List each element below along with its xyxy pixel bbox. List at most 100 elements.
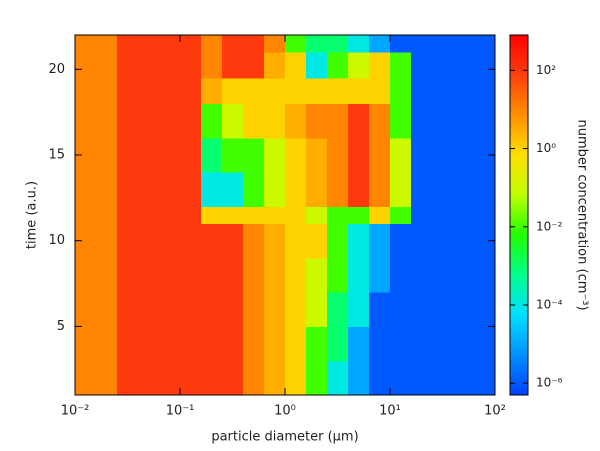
contour-cell: [410, 223, 433, 259]
contour-cell: [305, 360, 328, 396]
contour-cell: [137, 52, 160, 79]
contour-cell: [180, 360, 202, 396]
contour-cell: [264, 360, 286, 396]
contour-cell: [180, 103, 202, 139]
contour-cell: [137, 292, 160, 328]
contour-cell: [137, 326, 160, 362]
contour-cell: [221, 137, 244, 173]
contour-cell: [285, 77, 307, 105]
contour-cell: [305, 257, 328, 293]
contour-cell: [264, 206, 286, 225]
contour-cell: [285, 137, 307, 173]
contour-cell: [452, 77, 475, 105]
contour-cell: [347, 326, 370, 362]
contour-cell: [347, 223, 370, 259]
contour-cell: [180, 77, 202, 105]
contour-cell: [264, 326, 286, 362]
contour-cell: [369, 206, 391, 225]
contour-cell: [390, 223, 412, 259]
contour-cell: [369, 223, 391, 259]
contour-cell: [431, 206, 454, 225]
colorbar-label: number concentration (cm⁻³): [575, 119, 590, 310]
contour-cell: [116, 172, 139, 208]
contour-cell: [116, 206, 139, 225]
colorbar-tick-label: 10⁻⁶: [536, 376, 563, 390]
contour-cell: [410, 360, 433, 396]
contour-cell: [264, 35, 286, 53]
contour-cell: [180, 257, 202, 293]
contour-cell: [390, 257, 412, 293]
contour-cell: [75, 326, 97, 362]
contour-cell: [452, 292, 475, 328]
contour-cell: [369, 360, 391, 396]
contour-cell: [137, 103, 160, 139]
contour-cell: [369, 292, 391, 328]
contour-cell: [452, 223, 475, 259]
contour-cell: [137, 77, 160, 105]
contour-cell: [326, 35, 349, 53]
contour-cell: [347, 360, 370, 396]
contour-cell: [242, 35, 265, 53]
contour-cell: [431, 292, 454, 328]
contour-cell: [200, 223, 223, 259]
contour-cell: [452, 326, 475, 362]
contour-cell: [369, 103, 391, 139]
contour-cell: [242, 103, 265, 139]
contour-cell: [285, 257, 307, 293]
contour-cell: [242, 172, 265, 208]
contour-cell: [431, 326, 454, 362]
contour-cell: [390, 137, 412, 173]
contour-cell: [285, 52, 307, 79]
contour-cell: [159, 257, 181, 293]
contour-cell: [410, 172, 433, 208]
contour-cell: [75, 360, 97, 396]
contour-cell: [137, 257, 160, 293]
contour-cell: [347, 35, 370, 53]
contour-cell: [369, 52, 391, 79]
contour-cell: [347, 137, 370, 173]
contour-cell: [180, 326, 202, 362]
contour-cell: [180, 52, 202, 79]
contour-cell: [347, 172, 370, 208]
colorbar-tick-label: 10²: [536, 63, 556, 77]
contour-cell: [347, 103, 370, 139]
y-tick-label: 5: [57, 319, 65, 334]
contour-cell: [221, 326, 244, 362]
contour-cell: [242, 292, 265, 328]
contour-cell: [285, 292, 307, 328]
contour-cell: [474, 35, 496, 53]
contour-cell: [305, 223, 328, 259]
contour-cell: [116, 257, 139, 293]
contour-cell: [180, 172, 202, 208]
contour-cell: [431, 77, 454, 105]
contour-cell: [95, 292, 118, 328]
y-tick-label: 20: [48, 62, 65, 77]
contour-cell: [137, 137, 160, 173]
contour-cell: [474, 103, 496, 139]
contour-cell: [305, 326, 328, 362]
contour-cell: [347, 292, 370, 328]
contour-cell: [200, 77, 223, 105]
contour-cell: [369, 77, 391, 105]
contour-cell: [221, 223, 244, 259]
contour-cell: [369, 35, 391, 53]
x-axis-label: particle diameter (μm): [211, 430, 358, 445]
contour-cell: [75, 137, 97, 173]
contour-cell: [75, 35, 97, 53]
contour-cell: [410, 77, 433, 105]
contour-cell: [390, 360, 412, 396]
contour-cell: [242, 206, 265, 225]
contour-cell: [474, 172, 496, 208]
contour-cell: [200, 172, 223, 208]
contour-cell: [95, 257, 118, 293]
contour-cell: [137, 223, 160, 259]
contour-cell: [474, 257, 496, 293]
contour-cell: [390, 35, 412, 53]
contour-cell: [326, 137, 349, 173]
contour-cell: [390, 292, 412, 328]
contour-cell: [285, 35, 307, 53]
contour-cell: [452, 360, 475, 396]
contour-cell: [137, 360, 160, 396]
contour-cell: [285, 223, 307, 259]
